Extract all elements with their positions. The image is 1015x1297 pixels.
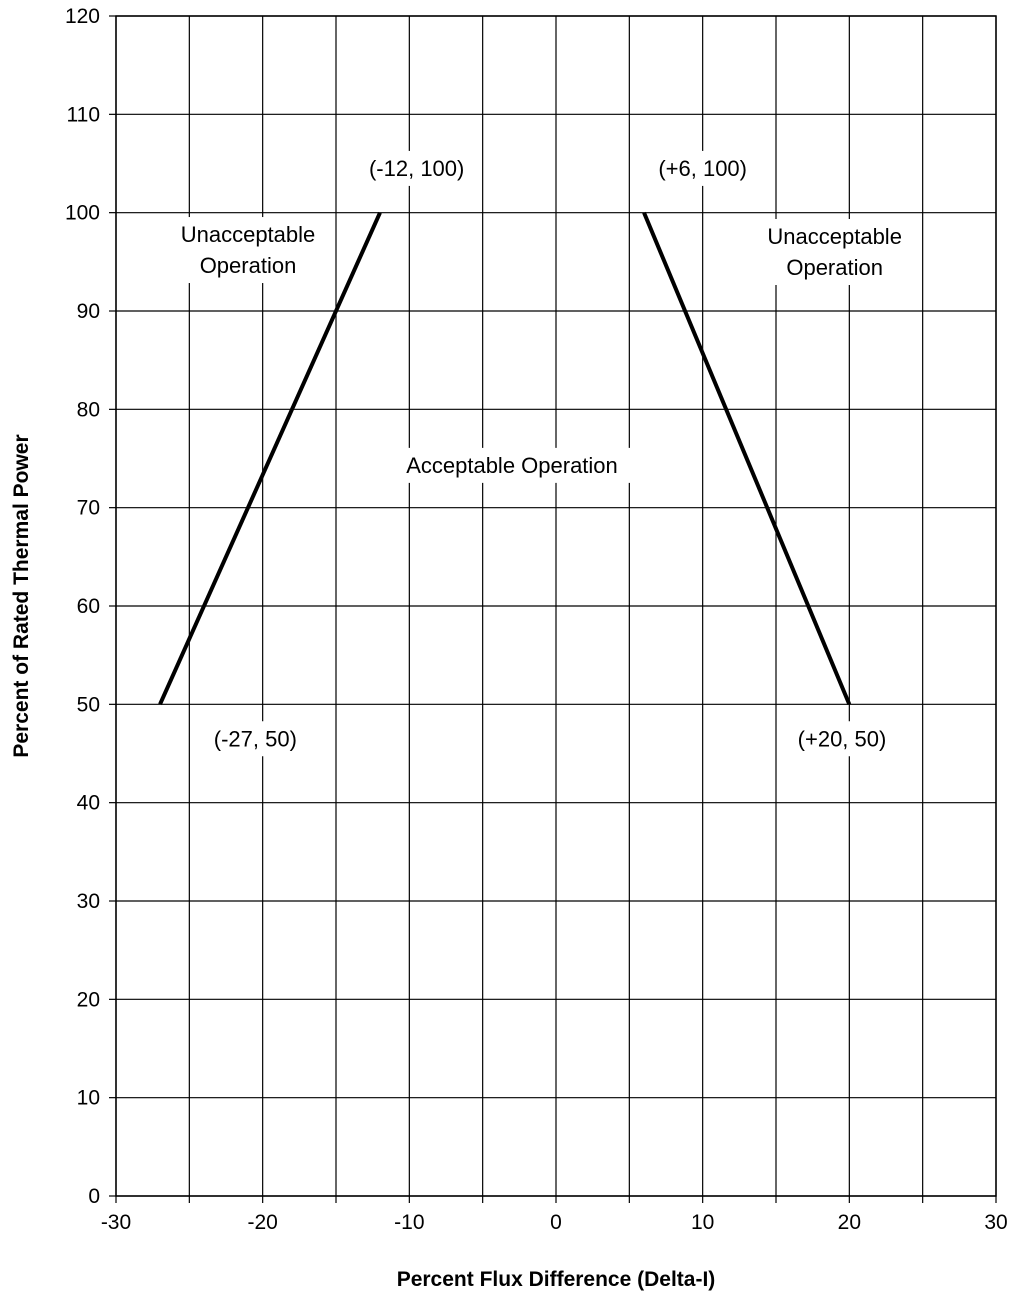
y-tick-label: 100 — [65, 202, 100, 225]
x-axis-tick-labels: -30 -20 -10 0 10 20 30 — [101, 1211, 1008, 1234]
acceptable-label: Acceptable Operation — [406, 453, 618, 478]
y-tick-label: 90 — [77, 300, 100, 323]
annotation-background — [197, 721, 313, 757]
annotation-background — [784, 721, 900, 757]
y-tick-label: 80 — [77, 398, 100, 421]
pt-right-bottom-label: (+20, 50) — [798, 726, 887, 751]
x-tick-label: 10 — [691, 1211, 714, 1234]
y-tick-label: 120 — [65, 5, 100, 28]
unacceptable-right-label: Operation — [786, 255, 883, 280]
y-tick-label: 70 — [77, 497, 100, 520]
pt-left-bottom-label: (-27, 50) — [214, 726, 297, 751]
y-axis-title: Percent of Rated Thermal Power — [10, 434, 33, 757]
y-tick-label: 10 — [77, 1087, 100, 1110]
unacceptable-left-label: Unacceptable — [181, 222, 316, 247]
x-tick-label: 20 — [838, 1211, 861, 1234]
y-axis-tick-labels: 0 10 20 30 40 50 60 70 80 90 100 110 120 — [65, 5, 100, 1208]
x-tick-label: -30 — [101, 1211, 131, 1234]
annotation-background — [353, 150, 480, 186]
y-tick-label: 60 — [77, 595, 100, 618]
annotation-background — [645, 150, 761, 186]
y-tick-label: 20 — [77, 988, 100, 1011]
y-tick-label: 30 — [77, 890, 100, 913]
pt-left-top-label: (-12, 100) — [369, 156, 464, 181]
limit-line — [158, 211, 382, 706]
y-tick-label: 40 — [77, 792, 100, 815]
x-tick-label: 30 — [984, 1211, 1007, 1234]
pt-right-top-label: (+6, 100) — [658, 156, 747, 181]
limit-line — [642, 211, 852, 706]
x-axis-title: Percent Flux Difference (Delta-I) — [397, 1268, 716, 1291]
unacceptable-right-label: Unacceptable — [767, 224, 902, 249]
series-lines — [158, 211, 852, 706]
annotation-background — [173, 217, 323, 284]
annotation-background — [759, 219, 910, 285]
x-tick-label: -20 — [247, 1211, 277, 1234]
x-tick-label: 0 — [550, 1211, 562, 1234]
y-tick-label: 0 — [88, 1185, 100, 1208]
grid-lines — [109, 15, 997, 1203]
unacceptable-left-label: Operation — [200, 253, 297, 278]
plot-area-frame — [115, 15, 997, 1197]
annotations: (-12, 100) (+6, 100) (-27, 50) (+20, 50) Una… — [173, 150, 910, 757]
annotation-background — [390, 447, 634, 483]
y-tick-label: 50 — [77, 693, 100, 716]
x-tick-label: -10 — [394, 1211, 424, 1234]
y-tick-label: 110 — [67, 103, 100, 126]
